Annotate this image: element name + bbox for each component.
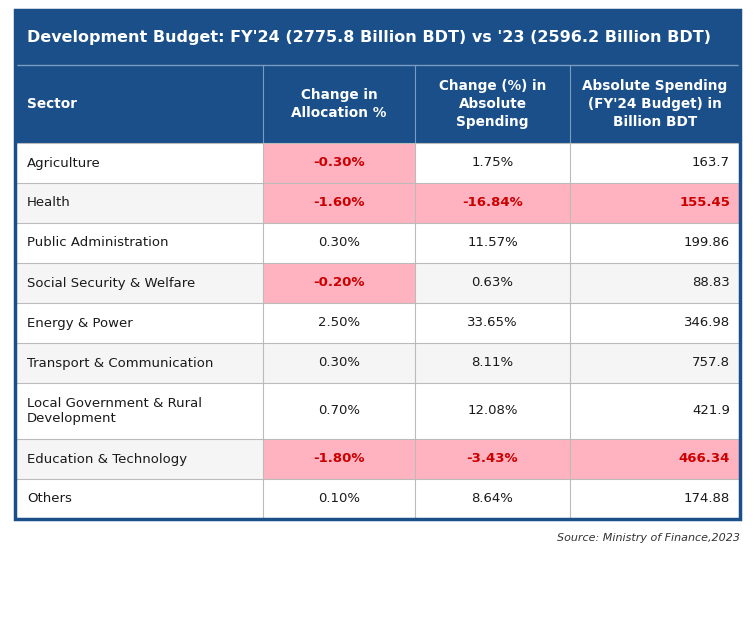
Bar: [15, 303, 740, 343]
Bar: [15, 10, 740, 65]
Bar: [15, 183, 740, 223]
Bar: [263, 439, 415, 479]
Text: 199.86: 199.86: [684, 237, 730, 249]
Text: 0.70%: 0.70%: [318, 404, 360, 418]
Text: Sector: Sector: [27, 97, 77, 111]
Bar: [15, 439, 740, 479]
Text: 8.64%: 8.64%: [472, 492, 513, 506]
Bar: [15, 479, 740, 519]
Text: 757.8: 757.8: [692, 356, 730, 370]
Text: -16.84%: -16.84%: [462, 196, 523, 210]
Bar: [15, 263, 740, 303]
Text: 0.10%: 0.10%: [318, 492, 360, 506]
Text: -1.60%: -1.60%: [313, 196, 365, 210]
Text: Transport & Communication: Transport & Communication: [27, 356, 214, 370]
Text: -1.80%: -1.80%: [313, 453, 365, 465]
Text: 421.9: 421.9: [692, 404, 730, 418]
Bar: [415, 439, 570, 479]
Text: 11.57%: 11.57%: [467, 237, 518, 249]
Bar: [263, 65, 415, 143]
Text: 0.30%: 0.30%: [318, 237, 360, 249]
Bar: [415, 183, 570, 223]
Bar: [15, 383, 740, 439]
Bar: [570, 183, 740, 223]
Text: 0.30%: 0.30%: [318, 356, 360, 370]
Text: Development Budget: FY'24 (2775.8 Billion BDT) vs '23 (2596.2 Billion BDT): Development Budget: FY'24 (2775.8 Billio…: [27, 30, 711, 45]
Text: Public Administration: Public Administration: [27, 237, 168, 249]
Text: 1.75%: 1.75%: [471, 156, 513, 170]
Text: 88.83: 88.83: [692, 277, 730, 289]
Bar: [15, 10, 740, 519]
Bar: [263, 183, 415, 223]
Bar: [15, 65, 263, 143]
Text: 2.50%: 2.50%: [318, 316, 360, 330]
Bar: [15, 223, 740, 263]
Bar: [570, 65, 740, 143]
Text: Education & Technology: Education & Technology: [27, 453, 187, 465]
Bar: [263, 263, 415, 303]
Text: 155.45: 155.45: [680, 196, 730, 210]
Text: -0.20%: -0.20%: [313, 277, 365, 289]
Text: Absolute Spending
(FY'24 Budget) in
Billion BDT: Absolute Spending (FY'24 Budget) in Bill…: [582, 79, 728, 129]
Bar: [263, 143, 415, 183]
Text: Change in
Allocation %: Change in Allocation %: [291, 88, 387, 120]
Text: 33.65%: 33.65%: [467, 316, 518, 330]
Text: 174.88: 174.88: [684, 492, 730, 506]
Text: Energy & Power: Energy & Power: [27, 316, 133, 330]
Text: Others: Others: [27, 492, 72, 506]
Bar: [15, 143, 740, 183]
Bar: [415, 65, 570, 143]
Text: -3.43%: -3.43%: [467, 453, 519, 465]
Text: Agriculture: Agriculture: [27, 156, 100, 170]
Bar: [15, 343, 740, 383]
Text: Health: Health: [27, 196, 71, 210]
Text: 12.08%: 12.08%: [467, 404, 518, 418]
Text: Source: Ministry of Finance,2023: Source: Ministry of Finance,2023: [557, 533, 740, 543]
Text: 466.34: 466.34: [679, 453, 730, 465]
Text: 8.11%: 8.11%: [471, 356, 513, 370]
Text: Local Government & Rural
Development: Local Government & Rural Development: [27, 397, 202, 425]
Bar: [570, 439, 740, 479]
Text: -0.30%: -0.30%: [313, 156, 365, 170]
Text: 0.63%: 0.63%: [472, 277, 513, 289]
Text: 163.7: 163.7: [692, 156, 730, 170]
Text: Change (%) in
Absolute
Spending: Change (%) in Absolute Spending: [439, 79, 546, 129]
Text: 346.98: 346.98: [684, 316, 730, 330]
Text: Social Security & Welfare: Social Security & Welfare: [27, 277, 196, 289]
